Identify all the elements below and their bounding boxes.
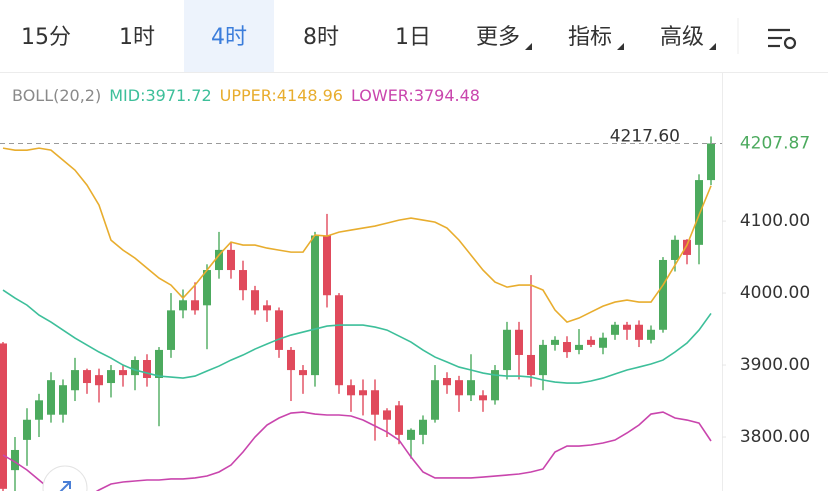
candle-body [155,349,163,379]
tab[interactable]: 1时 [119,25,155,50]
candle-body [95,375,103,386]
indicator-name: BOLL(20,2) [12,86,101,105]
tab[interactable]: 指标 [568,25,612,50]
y-tick-label: 4000.00 [740,283,810,303]
tab-selected-bg [184,0,274,72]
max-price-label: 4217.60 [610,126,680,146]
candle-body [191,300,199,311]
candle-body [395,405,403,435]
tab[interactable]: 高级 [660,25,704,50]
candle-body [83,370,91,384]
candle-body [143,360,151,379]
candle-body [119,370,127,376]
candle-body [383,410,391,420]
tab[interactable]: 15分 [21,25,71,50]
candle-body [575,344,583,350]
candle-body [35,400,43,420]
candle-body [695,180,703,245]
candle-body [659,259,667,330]
candle-body [599,337,607,348]
candle-body [623,324,631,330]
candle-body [647,329,655,340]
candle-body [71,370,79,391]
settings-icon[interactable] [768,28,797,50]
candle-body [131,360,139,376]
candle-body [0,343,7,489]
candle-body [443,378,451,386]
indicator-legend: BOLL(20,2) MID:3971.72 UPPER:4148.96 LOWER:… [12,86,480,105]
candle-body [179,300,187,311]
legend-entry: UPPER:4148.96 [220,86,343,105]
candle-body [335,295,343,386]
dropdown-arrow [709,43,716,50]
candle-body [263,305,271,311]
dropdown-arrow [525,43,532,50]
scroll-button[interactable] [42,465,88,491]
candle-body [467,380,475,396]
candle-body [11,449,19,471]
candle-body [707,143,715,181]
y-tick-label: 3800.00 [740,427,810,447]
candle-body [227,249,235,271]
candle-body [527,354,535,376]
tab[interactable]: 1日 [395,25,431,50]
band-line [2,147,712,323]
candle-body [275,310,283,350]
candle-body [287,349,295,371]
candle-body [611,324,619,335]
candle-body [203,270,211,306]
candle-body [251,290,259,311]
candle-body [563,342,571,353]
tab[interactable]: 更多 [476,25,520,50]
plot-area [0,136,715,491]
candle-body [371,390,379,415]
candle-body [431,380,439,420]
candle-body [107,370,115,384]
candle-body [587,339,595,345]
dropdown-arrow [617,43,624,50]
candle-body [455,380,463,396]
candle-body [323,235,331,296]
legend-entry: LOWER:3794.48 [351,86,480,105]
candle-body [515,329,523,355]
candle-body [407,429,415,440]
candle-body [239,270,247,291]
band-line [2,289,712,384]
band-line [2,411,712,491]
candle-body [503,329,511,371]
candle-body [479,395,487,401]
candle-body [359,390,367,396]
last-price-label: 4207.87 [740,133,810,153]
candle-body [167,310,175,350]
candle-body [299,370,307,376]
candle-body [215,249,223,271]
candle-body [683,239,691,255]
tab-bar: 15分 1时 4时 8时 1日 更多 指标 高级 [21,0,716,72]
tab[interactable]: 4时 [211,25,247,50]
price-axis: 3800.00 3900.00 4000.00 4100.00 [722,211,810,447]
candle-body [59,385,67,415]
candle-body [419,419,427,435]
candle-body [47,380,55,415]
candle-body [311,235,319,376]
y-tick-label: 3900.00 [740,355,810,375]
candle-body [23,419,31,440]
tab[interactable]: 8时 [303,25,339,50]
candle-body [671,239,679,260]
legend-entry: MID:3971.72 [109,86,211,105]
candle-body [635,324,643,340]
candle-body [491,370,499,401]
candle-body [551,339,559,345]
y-tick-label: 4100.00 [740,211,810,231]
candle-body [347,385,355,396]
candle-body [539,344,547,376]
